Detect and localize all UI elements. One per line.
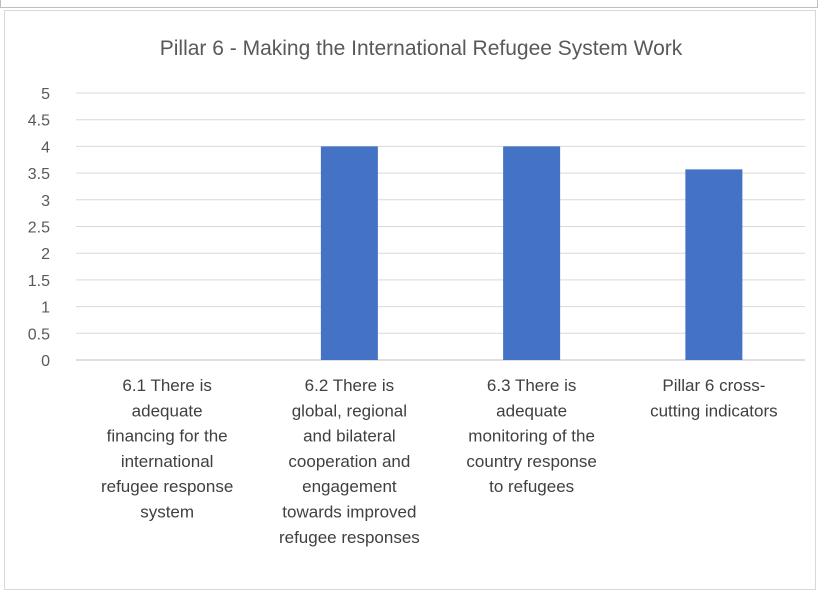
y-tick-label: 0 [41,353,50,370]
y-tick-label: 3.5 [28,166,50,183]
x-category-label-line: adequate [496,401,567,420]
x-category-label-line: country response [466,452,596,471]
x-category-label-line: 6.3 There is [487,376,576,395]
chart-title: Pillar 6 - Making the International Refu… [160,37,683,60]
y-tick-label: 5 [41,86,50,103]
gridlines [76,92,805,361]
top-border-strip [0,0,818,8]
y-tick-label: 1 [41,300,50,317]
y-tick-label: 4 [41,139,50,156]
x-category-label: Pillar 6 cross-cutting indicators [650,376,778,420]
x-category-label-line: cutting indicators [650,401,778,420]
chart-frame [4,10,816,590]
x-category-label-line: global, regional [292,401,407,420]
x-axis-labels: 6.1 There is adequate financing for the int… [101,376,778,547]
y-tick-label: 1.5 [28,273,50,290]
x-category-label-line: international [121,452,214,471]
y-tick-label: 3 [41,193,50,210]
bar [320,146,378,360]
x-category-label-line: adequate [132,401,203,420]
y-tick-label: 4.5 [28,113,50,130]
y-tick-label: 2.5 [28,220,50,237]
x-category-label-line: towards improved [282,503,416,522]
x-category-label: 6.1 There is adequate financing for the int… [101,376,233,522]
bars [320,146,743,360]
x-category-label: 6.2 There is global, regional and bilatera… [279,376,420,547]
x-category-label-line: refugee response [101,477,233,496]
x-category-label-line: monitoring of the [468,427,595,446]
y-axis-ticks: 0 0.5 1 1.5 2 2.5 3 3.5 4 4.5 5 [28,86,50,370]
x-category-label-line: refugee responses [279,528,420,547]
x-category-label-line: 6.2 There is [305,376,394,395]
x-category-label-line: system [140,503,194,522]
bar [503,146,561,360]
x-category-label-line: financing for the [107,427,228,446]
y-tick-label: 2 [41,246,50,263]
x-category-label-line: and bilateral [303,427,396,446]
bar [685,169,743,360]
x-category-label-line: engagement [302,477,397,496]
x-category-label-line: 6.1 There is [122,376,211,395]
y-tick-label: 0.5 [28,326,50,343]
x-category-label-line: to refugees [489,477,574,496]
x-category-label: 6.3 There is adequate monitoring of the cou… [466,376,596,496]
x-category-label-line: Pillar 6 cross- [662,376,765,395]
x-category-label-line: cooperation and [288,452,410,471]
